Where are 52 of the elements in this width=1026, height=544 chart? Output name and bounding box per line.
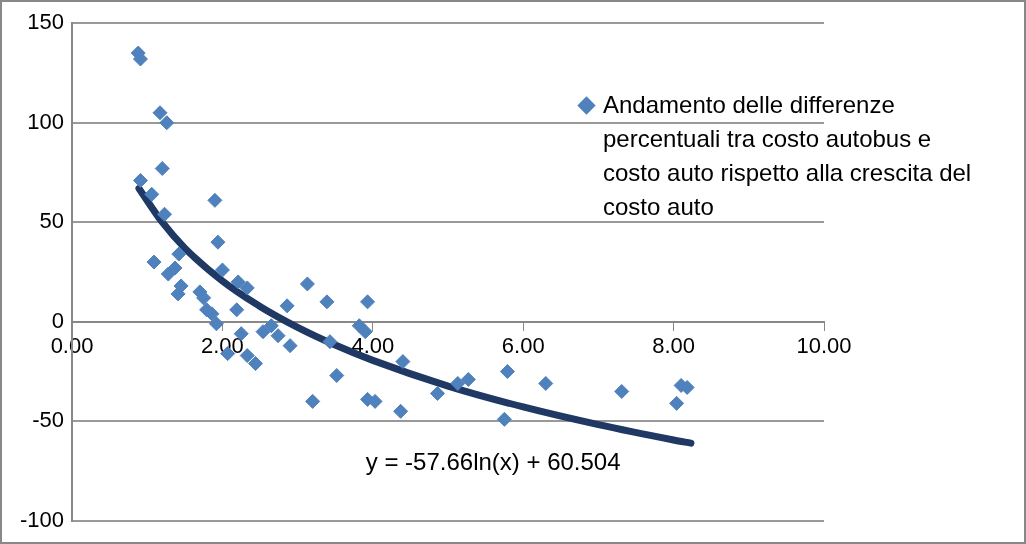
point: [496, 411, 512, 427]
point: [614, 383, 630, 399]
x-tick-label: 4.00: [351, 333, 395, 359]
x-tick-label: 8.00: [652, 333, 696, 359]
y-tick-label: 150: [27, 9, 65, 35]
point: [170, 286, 186, 302]
point: [429, 385, 445, 401]
point: [319, 294, 335, 310]
y-tick-label: 100: [27, 108, 65, 134]
point: [208, 316, 224, 332]
annotation: y = -57.66ln(x) + 60.504: [365, 448, 621, 476]
y-tick-label: -50: [32, 407, 65, 433]
point: [395, 354, 411, 370]
point: [239, 280, 255, 296]
point: [460, 371, 476, 387]
point: [207, 192, 223, 208]
point: [538, 375, 554, 391]
point: [248, 356, 264, 372]
point: [152, 105, 168, 121]
y-tick-label: 0: [51, 307, 65, 333]
point: [157, 206, 173, 222]
point: [329, 368, 345, 383]
legend-label: Andamento delle differenze percentuali tra costo autobus e costo auto rispetto alla crescita del costo auto: [603, 90, 973, 222]
point: [450, 375, 466, 391]
point: [669, 395, 685, 411]
point: [167, 260, 183, 276]
point: [214, 262, 230, 278]
point: [499, 364, 515, 380]
point: [230, 274, 246, 290]
point: [210, 234, 226, 250]
point: [322, 334, 338, 350]
point: [263, 318, 279, 334]
y-tick-label: -100: [19, 506, 65, 532]
point: [270, 328, 286, 344]
point: [154, 161, 170, 176]
point: [160, 266, 176, 282]
x-tick-label: 10.00: [796, 333, 852, 359]
point: [299, 276, 315, 292]
point: [282, 338, 298, 354]
point: [360, 294, 376, 310]
x-tick-label: 6.00: [501, 333, 545, 359]
point: [279, 298, 295, 314]
point: [229, 302, 245, 318]
point: [146, 254, 162, 270]
point: [255, 324, 271, 340]
point: [144, 186, 160, 202]
point: [132, 172, 148, 188]
point: [305, 393, 321, 409]
point: [393, 403, 409, 419]
y-tick-label: 50: [39, 208, 65, 234]
point: [159, 115, 175, 131]
point: [171, 246, 187, 262]
